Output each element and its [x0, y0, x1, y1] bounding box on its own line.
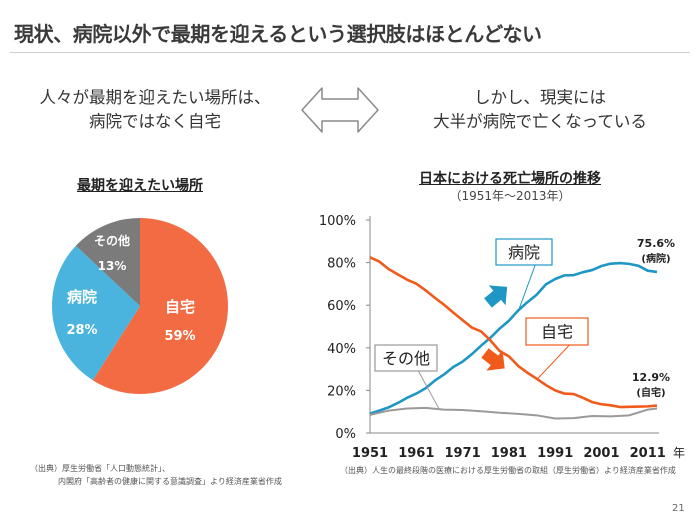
right-message-line-1: しかし、現実には [474, 88, 606, 107]
home-series-box [525, 317, 589, 346]
left-message-line-1: 人々が最期を迎えたい場所は、 [39, 88, 271, 107]
hospital-series-label: 病院 [508, 243, 540, 262]
y-tick-label: 0% [335, 427, 356, 442]
hospital-series-box [495, 238, 553, 266]
pie-chart-title: 最期を迎えたい場所 [77, 178, 203, 194]
x-tick-label: 1981 [491, 446, 527, 461]
y-tick-label: 20% [327, 384, 356, 399]
page-number: 21 [672, 503, 685, 514]
pie-slice-label-1: 病院 [67, 288, 97, 306]
source-note-left-line-2: 内閣府「高齢者の健康に関する意識調査」より経済産業省作成 [58, 477, 282, 486]
home-end-value: 12.9% [632, 371, 670, 384]
hospital-end-value: 75.6% [637, 237, 675, 250]
line-chart-title: 日本における死亡場所の推移 [419, 171, 601, 187]
pie-slice-1 [51, 245, 140, 381]
home-down-arrow-icon [481, 348, 505, 371]
x-tick-label: 1991 [537, 446, 573, 461]
pie-slice-value-0: 59% [164, 329, 195, 344]
y-tick-label: 100% [319, 214, 356, 229]
title-divider [10, 52, 690, 53]
line-chart-subtitle: （1951年〜2013年） [449, 189, 571, 203]
hospital-series-callout [517, 264, 536, 312]
home-series-label: 自宅 [541, 323, 573, 342]
x-axis-label: 年 [673, 446, 685, 460]
page-title: 現状、病院以外で最期を迎えるという選択肢はほとんどない [14, 22, 542, 46]
home-end-label: (自宅) [636, 386, 665, 399]
right-message: しかし、現実には 大半が病院で亡くなっている [410, 86, 670, 134]
hospital-end-label: (病院) [641, 252, 670, 265]
left-message-line-2: 病院ではなく自宅 [89, 112, 221, 131]
x-tick-label: 1951 [352, 446, 388, 461]
series-line-2 [369, 406, 658, 420]
other-series-box [374, 344, 438, 372]
double-arrow-icon [301, 87, 379, 133]
pie-slice-label-0: 自宅 [165, 298, 195, 316]
series-line-0 [369, 261, 658, 415]
source-note-right: （出典）人生の最終段階の医療における厚生労働省の取組（厚生労働省）より経済産業省… [340, 466, 676, 475]
right-message-line-2: 大半が病院で亡くなっている [433, 112, 647, 131]
source-note-left: （出典）厚生労働省「人口動態統計」、 [30, 464, 170, 473]
x-tick-label: 1971 [444, 446, 480, 461]
left-message: 人々が最期を迎えたい場所は、 病院ではなく自宅 [20, 86, 290, 134]
pie-slice-value-2: 13% [98, 259, 127, 273]
x-tick-label: 2001 [583, 446, 619, 461]
y-tick-label: 60% [327, 299, 356, 314]
hospital-up-arrow-icon [484, 285, 508, 308]
pie-slice-value-1: 28% [66, 323, 97, 338]
pie-chart: 自宅 59% 病院 28% その他 13% [51, 218, 229, 394]
pie-slice-2 [75, 218, 140, 306]
other-series-label: その他 [382, 349, 430, 368]
other-series-callout [417, 370, 440, 410]
x-tick-label: 1961 [398, 446, 434, 461]
y-tick-label: 40% [327, 342, 356, 357]
x-tick-label: 2011 [630, 446, 666, 461]
pie-slice-0 [92, 218, 229, 394]
line-chart: 0% 20% 40% 60% 80% 100% 1951 1961 1971 1981 1991 20… [319, 214, 685, 461]
home-series-callout [536, 344, 570, 381]
pie-slice-label-2: その他 [94, 233, 130, 248]
series-line-1 [369, 256, 658, 409]
y-tick-label: 80% [327, 257, 356, 272]
